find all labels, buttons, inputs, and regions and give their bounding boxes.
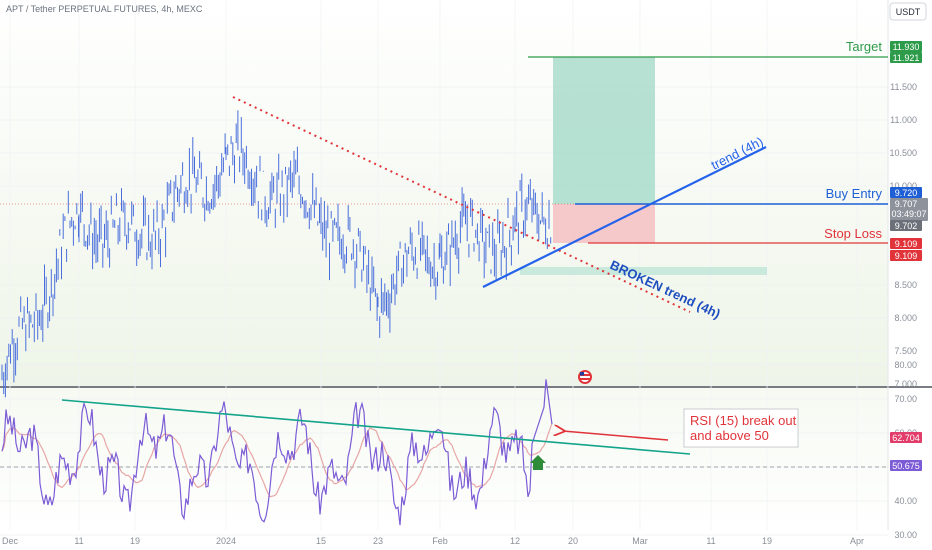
stop-badges: 9.109 9.109	[890, 238, 922, 261]
rsi-note-line2: and above 50	[690, 428, 769, 443]
price-tick-label: 8.500	[894, 280, 917, 290]
rsi-tick-label: 30.00	[894, 530, 917, 540]
svg-text:9.707: 9.707	[895, 199, 918, 209]
time-tick-label: Feb	[432, 536, 448, 546]
time-tick-label: 19	[762, 536, 772, 546]
entry-badges: 9.720 9.707 03:49:07 9.702	[890, 187, 928, 231]
svg-text:11.930: 11.930	[893, 42, 920, 52]
rsi-tick-label: 80.00	[894, 360, 917, 370]
us-flag-icon[interactable]	[578, 370, 592, 384]
price-tick-label: 7.000	[894, 379, 917, 389]
svg-text:03:49:07: 03:49:07	[891, 209, 926, 219]
target-badges: 11.930 11.921	[890, 41, 922, 63]
price-tick-label: 8.000	[894, 313, 917, 323]
time-tick-label: 15	[316, 536, 326, 546]
time-tick-label: 23	[373, 536, 383, 546]
time-tick-label: 19	[130, 536, 140, 546]
rsi-tick-label: 70.00	[894, 394, 917, 404]
grid-lines	[0, 0, 888, 536]
time-tick-label: Apr	[850, 536, 864, 546]
stop-loss-label: Stop Loss	[824, 226, 882, 241]
rsi-arrow	[563, 431, 669, 441]
price-axis-bg	[888, 0, 932, 550]
rsi-note-box[interactable]	[683, 408, 799, 448]
buy-entry-label: Buy Entry	[826, 186, 883, 201]
trend-line[interactable]	[482, 146, 767, 288]
svg-text:USDT: USDT	[896, 7, 921, 17]
currency-button[interactable]: USDT	[889, 2, 927, 21]
svg-text:9.109: 9.109	[895, 251, 918, 261]
price-tick-label: 10.000	[889, 181, 917, 191]
price-tick-label: 10.500	[889, 148, 917, 158]
rsi-tick-label: 40.00	[894, 496, 917, 506]
rsi-line	[1, 379, 553, 526]
time-tick-label: Dec	[2, 536, 19, 546]
svg-text:11.921: 11.921	[893, 53, 920, 63]
profit-zone[interactable]	[553, 57, 655, 204]
svg-text:9.109: 9.109	[895, 239, 918, 249]
svg-text:9.702: 9.702	[895, 221, 918, 231]
time-tick-label: 11	[706, 536, 715, 546]
demand-zone[interactable]	[520, 267, 767, 275]
time-axis[interactable]: Dec 11 19 2024 15 23 Feb 12 20 Mar 11 19 Apr	[2, 536, 864, 546]
price-tick-label: 7.500	[894, 346, 917, 356]
up-arrow-icon	[530, 455, 546, 470]
price-tick-label: 11.500	[890, 82, 917, 92]
svg-text:50.675: 50.675	[892, 461, 920, 471]
price-candles	[1, 110, 552, 398]
time-tick-label: 2024	[216, 536, 236, 546]
time-tick-label: 12	[510, 536, 520, 546]
price-pane-bg	[0, 0, 888, 386]
chart-title: APT / Tether PERPETUAL FUTURES, 4h, MEXC	[6, 4, 203, 14]
broken-trend-line[interactable]	[232, 96, 691, 313]
time-tick-label: 11	[74, 536, 83, 546]
time-tick-label: Mar	[632, 536, 648, 546]
rsi-note-line1: RSI (15) break out	[690, 413, 797, 428]
price-tick-label: 11.000	[890, 115, 917, 125]
rsi-trend-line[interactable]	[61, 399, 691, 455]
rsi-badges: 62.704 50.675	[890, 432, 922, 471]
svg-text:62.704: 62.704	[892, 433, 920, 443]
time-tick-label: 20	[568, 536, 578, 546]
price-axis[interactable]: 11.500 11.000 10.500 10.000 8.500 8.000 7.500 7…	[889, 82, 917, 389]
target-label: Target	[846, 39, 883, 54]
svg-text:9.720: 9.720	[895, 188, 918, 198]
